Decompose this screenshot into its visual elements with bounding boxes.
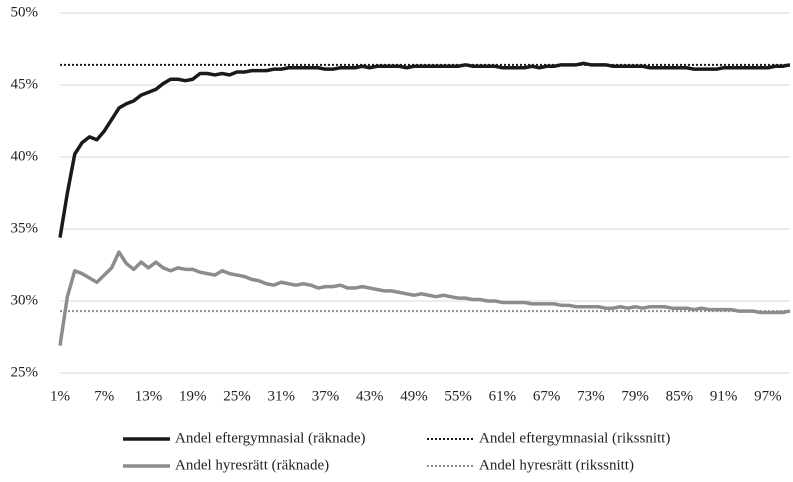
x-tick-label: 49% [400,388,428,404]
y-tick-label: 50% [11,4,39,20]
x-tick-label: 31% [267,388,295,404]
x-tick-label: 25% [223,388,251,404]
legend-label: Andel hyresrätt (rikssnitt) [479,457,634,473]
x-tick-label: 73% [577,388,605,404]
x-tick-label: 43% [356,388,384,404]
x-tick-label: 1% [50,388,70,404]
y-tick-label: 45% [11,76,39,92]
x-tick-label: 13% [135,388,163,404]
legend-label: Andel eftergymnasial (rikssnitt) [479,430,670,446]
series-line [58,250,791,346]
series-line [58,61,791,238]
y-tick-label: 40% [11,148,39,164]
x-tick-label: 91% [710,388,738,404]
x-tick-label: 85% [666,388,694,404]
y-tick-label: 25% [11,364,39,380]
x-tick-label: 61% [489,388,517,404]
y-tick-label: 35% [11,220,39,236]
x-tick-label: 67% [533,388,561,404]
legend-label: Andel eftergymnasial (räknade) [175,430,365,446]
y-tick-label: 30% [11,292,39,308]
x-tick-label: 55% [444,388,472,404]
x-tick-label: 7% [94,388,114,404]
legend-label: Andel hyresrätt (räknade) [175,457,329,473]
x-tick-label: 79% [621,388,649,404]
x-tick-label: 37% [312,388,340,404]
x-tick-label: 19% [179,388,207,404]
x-tick-label: 97% [754,388,782,404]
